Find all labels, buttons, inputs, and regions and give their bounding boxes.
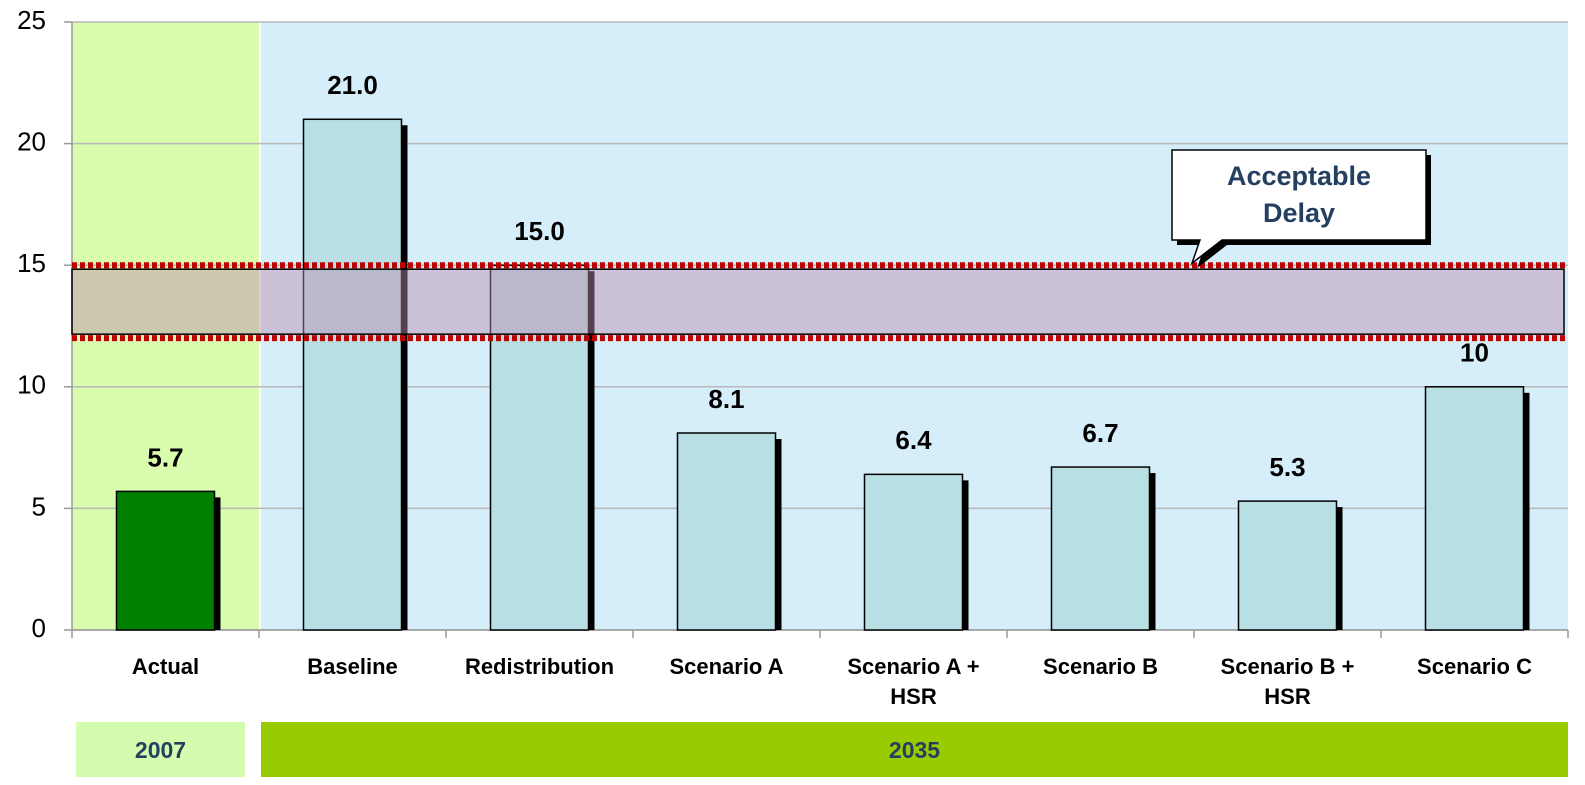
y-tick-label: 25 xyxy=(17,5,46,35)
value-label: 8.1 xyxy=(708,384,744,414)
group-label: 2035 xyxy=(889,737,940,763)
group-bar xyxy=(76,722,245,777)
x-tick-label-box: Scenario B + HSR xyxy=(1220,654,1355,709)
value-label: 6.4 xyxy=(895,425,932,455)
bar xyxy=(302,118,403,631)
value-label: 10 xyxy=(1460,338,1489,368)
callout xyxy=(1171,149,1427,266)
callout-text-box: Acceptable Delay xyxy=(1226,161,1372,228)
value-label: 21.0 xyxy=(327,70,378,100)
x-tick-label-box: Scenario A xyxy=(669,654,784,679)
x-tick-label-box: Scenario C xyxy=(1417,654,1532,679)
y-tick-label: 15 xyxy=(17,248,46,278)
y-tick-label: 5 xyxy=(32,491,46,521)
value-label: 5.7 xyxy=(147,442,183,472)
x-tick-label: Redistribution xyxy=(464,654,615,679)
x-tick-label-box: Scenario A + HSR xyxy=(847,654,980,709)
x-tick-label: Scenario B xyxy=(1043,654,1158,679)
x-tick-label: Actual xyxy=(131,654,200,679)
callout-text: Acceptable Delay xyxy=(1226,161,1372,228)
value-label: 15.0 xyxy=(514,216,565,246)
x-tick-label: Scenario A xyxy=(669,654,784,679)
x-tick-label: Scenario B + HSR xyxy=(1220,654,1355,709)
x-tick-label-box: Baseline xyxy=(307,654,398,679)
y-tick-label: 20 xyxy=(17,126,46,156)
x-tick-label: Scenario A + HSR xyxy=(847,654,980,709)
value-label: 5.3 xyxy=(1269,452,1305,482)
y-tick-label: 10 xyxy=(17,370,46,400)
x-tick-label: Scenario C xyxy=(1417,654,1532,679)
x-tick-label-box: Redistribution xyxy=(464,654,615,679)
value-label: 6.7 xyxy=(1082,418,1118,448)
bar xyxy=(863,473,964,631)
bar xyxy=(115,490,216,631)
bar xyxy=(1424,386,1525,631)
group-label: 2007 xyxy=(135,737,186,763)
group-bar xyxy=(261,722,1568,777)
bar xyxy=(1050,466,1151,631)
x-tick-label-box: Scenario B xyxy=(1043,654,1158,679)
bar xyxy=(1237,500,1338,631)
x-tick-label-box: Actual xyxy=(131,654,200,679)
bar xyxy=(676,432,777,631)
bar xyxy=(489,264,590,631)
x-tick-label: Baseline xyxy=(307,654,398,679)
y-tick-label: 0 xyxy=(32,613,46,643)
acceptable-band xyxy=(71,268,1565,335)
